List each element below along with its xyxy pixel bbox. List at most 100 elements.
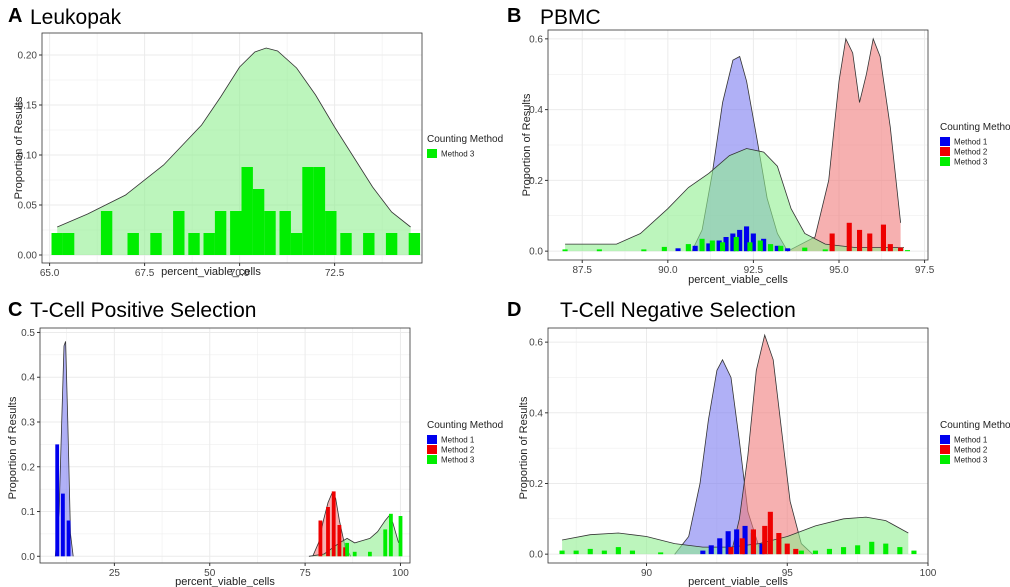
legend-swatch [427, 455, 437, 464]
histogram-bar [855, 545, 861, 555]
histogram-bar [150, 233, 162, 255]
x-tick-label: 75 [300, 568, 312, 579]
legend-title: Counting Method [940, 122, 1010, 133]
density-area-method-3 [308, 516, 399, 557]
density-line-method-3 [57, 47, 411, 228]
histogram-bar [700, 550, 706, 555]
density-area-method-2 [787, 38, 901, 252]
histogram-bar [51, 233, 63, 255]
histogram-bar [887, 244, 893, 252]
y-tick-label: 0.15 [18, 101, 38, 112]
y-tick-label: 0.6 [529, 338, 543, 349]
histogram-bar [62, 233, 75, 255]
plot-border [547, 327, 929, 564]
histogram-bar [596, 249, 602, 252]
histogram-bar [750, 529, 756, 555]
histogram-bar [750, 233, 756, 252]
histogram-bar [883, 543, 889, 555]
histogram-bar [55, 444, 60, 557]
x-tick-label: 95.0 [829, 265, 849, 276]
panel-title: T-Cell Positive Selection [30, 299, 256, 322]
y-tick-label: 0.0 [529, 247, 543, 258]
legend-entry: Method 3 [441, 150, 475, 159]
panel-label: D [507, 299, 521, 321]
panel-title: PBMC [540, 6, 601, 29]
histogram-bar [345, 542, 349, 557]
histogram-bar [641, 249, 647, 252]
legend-swatch [940, 455, 950, 464]
legend-entry: Method 2 [441, 446, 475, 455]
histogram-bar [100, 211, 113, 255]
legend-swatch [940, 137, 950, 146]
histogram-bar [214, 211, 227, 255]
histogram-bar [776, 533, 782, 555]
histogram-bars [559, 511, 917, 555]
histogram-bar [290, 233, 303, 255]
legend-entry: Method 3 [441, 456, 475, 465]
y-axis-label: Proportion of Results [7, 396, 19, 499]
y-tick-label: 0.4 [21, 373, 35, 384]
x-tick-label: 97.5 [915, 265, 935, 276]
x-tick-label: 65.0 [40, 268, 60, 279]
histogram-bar [812, 550, 818, 555]
histogram-bar [188, 233, 200, 255]
density-line-method-2 [787, 37, 901, 252]
density-area-method-3 [562, 517, 909, 555]
histogram-bar [573, 550, 579, 555]
panel-D: D T-Cell Negative Selection 90 95 100 0.0 0.2 0… [507, 299, 1010, 587]
y-tick-label: 0.00 [18, 251, 38, 262]
x-axis-label: percent_viable_cells [688, 274, 788, 286]
histogram-bar [661, 246, 667, 252]
histogram-bar [757, 240, 763, 252]
legend-entry: Method 1 [954, 436, 988, 445]
histogram-bar [337, 525, 342, 557]
histogram-bar [774, 245, 780, 252]
density-area-method-2 [730, 335, 813, 555]
legend-entry: Method 2 [954, 446, 988, 455]
legend-swatch [940, 435, 950, 444]
y-tick-label: 0.2 [21, 462, 35, 473]
histogram-bar [778, 245, 784, 252]
histogram-bar [408, 233, 421, 255]
y-tick-label: 0.05 [18, 201, 38, 212]
x-tick-label: 100 [392, 568, 409, 579]
legend-title: Counting Method [427, 420, 503, 431]
legend-title: Counting Method [427, 134, 503, 145]
y-axis-label: Proportion of Results [521, 93, 533, 196]
plot-border [39, 327, 411, 564]
histogram-bar [173, 211, 185, 255]
axes: 25 50 75 100 0.0 0.1 0.2 0.3 0.4 0.5 [21, 328, 409, 579]
histogram-bar [857, 229, 863, 252]
histogram-bar [658, 552, 664, 555]
y-tick-label: 0.4 [529, 105, 543, 116]
panel-C: C T-Cell Positive Selection 25 50 75 100 0.0 0.… [7, 299, 503, 587]
histogram-bar [313, 167, 326, 255]
histogram-bar [880, 224, 886, 252]
histogram-bar [716, 240, 722, 252]
histogram-bars [562, 222, 910, 252]
histogram-bar [747, 242, 753, 252]
y-tick-label: 0.2 [529, 479, 543, 490]
histogram-bar [767, 511, 773, 555]
histogram-bar [252, 189, 265, 255]
axes: 65.0 67.5 70.0 72.5 0.00 0.05 0.10 0.15 0.20 [18, 51, 345, 280]
histogram-bar [717, 538, 723, 555]
histogram-bar [761, 238, 767, 252]
legend-entry: Method 2 [954, 148, 988, 157]
density-curves [565, 37, 905, 252]
histogram-bar [562, 249, 568, 252]
panel-title: Leukopak [30, 6, 122, 29]
histogram-bar [383, 529, 388, 557]
histogram-bar [601, 550, 607, 555]
histogram-bars [51, 167, 421, 255]
histogram-bar [829, 233, 835, 252]
histogram-bar [61, 493, 65, 557]
panel-label: A [8, 5, 22, 27]
histogram-bar [841, 547, 847, 555]
y-tick-label: 0.2 [529, 176, 543, 187]
x-tick-label: 87.5 [572, 265, 592, 276]
histogram-bar [737, 229, 743, 252]
histogram-bar [352, 551, 357, 557]
x-tick-label: 50 [204, 568, 216, 579]
histogram-bar [363, 233, 375, 255]
